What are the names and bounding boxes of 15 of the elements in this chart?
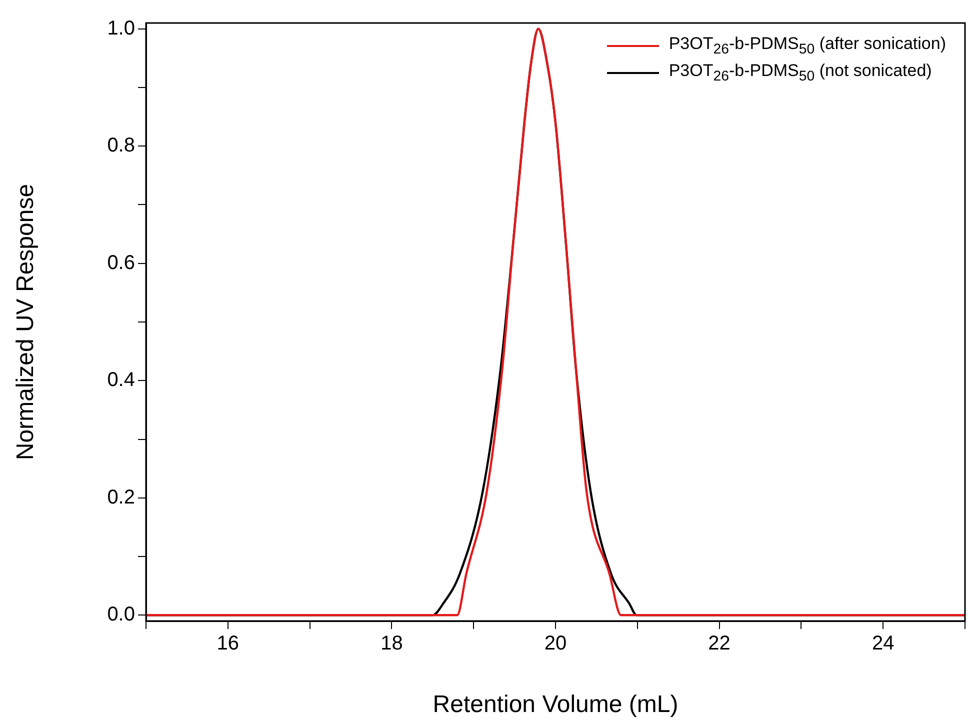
- y-tick-label: 0.4: [107, 369, 135, 392]
- legend-label: P3OT$_{26}$-b-PDMS$_{50}$ (not sonicated): [668, 61, 932, 85]
- x-tick-label: 22: [708, 632, 730, 655]
- y-tick-label: 1.0: [107, 17, 135, 40]
- x-tick-label: 16: [216, 632, 240, 655]
- x-axis-title: Retention Volume (mL): [432, 691, 678, 718]
- y-tick-label: 0.6: [107, 252, 135, 274]
- x-tick-label: 18: [380, 632, 403, 655]
- legend-label: P3OT$_{26}$-b-PDMS$_{50}$ (after sonication): [668, 34, 946, 58]
- y-axis-title: Normalized UV Response: [12, 184, 40, 460]
- y-tick-label: 0.0: [107, 604, 135, 626]
- y-tick-label: 0.8: [107, 134, 135, 157]
- y-tick-label: 0.2: [107, 486, 135, 508]
- x-tick-label: 20: [544, 632, 567, 655]
- x-tick-label: 24: [872, 632, 894, 655]
